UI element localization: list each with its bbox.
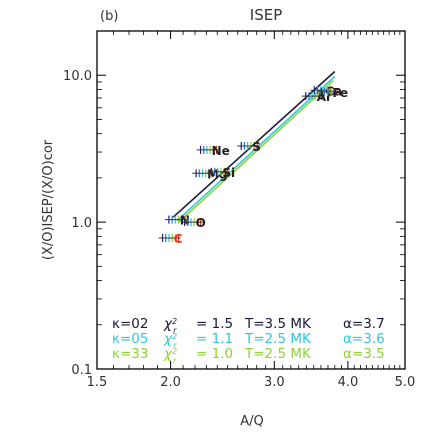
legend-temperature: T=2.5 MK [244, 331, 312, 347]
panel-label: (b) [100, 9, 118, 24]
point-label: Ne [212, 144, 230, 158]
point-label: C [174, 232, 183, 246]
legend-row: κ=05 χ2 r = 1.1 T=2.5 MK α=3.6 [112, 331, 385, 350]
x-tick-label: 4.0 [338, 375, 359, 390]
point-label: S [252, 140, 261, 154]
legend-row: κ=33 χ2 r = 1.0 T=2.5 MK α=3.5 [112, 346, 385, 365]
x-axis-ticks: 1.5 2.0 3.0 4.0 5.0 [87, 31, 416, 390]
data-point: O [180, 216, 206, 230]
data-point: Ne [196, 144, 230, 158]
fit-line [176, 75, 336, 222]
chart-title: ISEP [250, 6, 282, 24]
x-tick-label: 1.5 [87, 375, 108, 390]
legend-chi-value: = 1.5 [196, 316, 233, 332]
legend-alpha: α=3.7 [343, 316, 385, 332]
legend-alpha: α=3.5 [343, 346, 385, 362]
legend-chi-label: χ2 r [163, 346, 177, 365]
legend-kappa: κ=05 [112, 331, 148, 347]
point-label: Si [222, 166, 235, 180]
legend-chi-label: χ2 r [163, 316, 177, 335]
y-tick-label: 0.1 [71, 363, 92, 378]
data-point: S [237, 140, 261, 154]
data-point: Si [207, 166, 235, 180]
plot-frame [96, 30, 406, 370]
data-points: CNONeMgSiSArCaFe [158, 84, 348, 246]
y-axis-label: (X/O)ISEP/(X/O)cor [41, 139, 56, 260]
legend-chi-label: χ2 r [163, 331, 177, 350]
legend-chi-value: = 1.0 [196, 346, 233, 362]
x-axis-label: A/Q [240, 414, 264, 429]
legend-row: κ=02 χ2 r = 1.5 T=3.5 MK α=3.7 [112, 316, 385, 335]
legend-kappa: κ=02 [112, 316, 148, 332]
point-label: O [196, 216, 206, 230]
legend-chi-value: = 1.1 [196, 331, 233, 347]
fit-line [177, 79, 334, 224]
point-label: Fe [332, 86, 348, 100]
legend-temperature: T=2.5 MK [244, 346, 312, 362]
legend-temperature: T=3.5 MK [244, 316, 312, 332]
legend-kappa: κ=33 [112, 346, 148, 362]
x-tick-label: 3.0 [264, 375, 285, 390]
legend: κ=02 χ2 r = 1.5 T=3.5 MK α=3.7 κ=05 χ2 r = 1.1 T=2… [112, 316, 385, 365]
y-axis-ticks: 0.1 1.0 10.0 [63, 30, 405, 378]
x-tick-label: 5.0 [395, 375, 416, 390]
data-point: C [158, 232, 183, 246]
y-tick-label: 1.0 [71, 216, 92, 231]
data-point: Fe [317, 86, 348, 100]
x-tick-label: 2.0 [160, 375, 181, 390]
legend-alpha: α=3.6 [343, 331, 385, 347]
y-tick-label: 10.0 [63, 69, 92, 84]
